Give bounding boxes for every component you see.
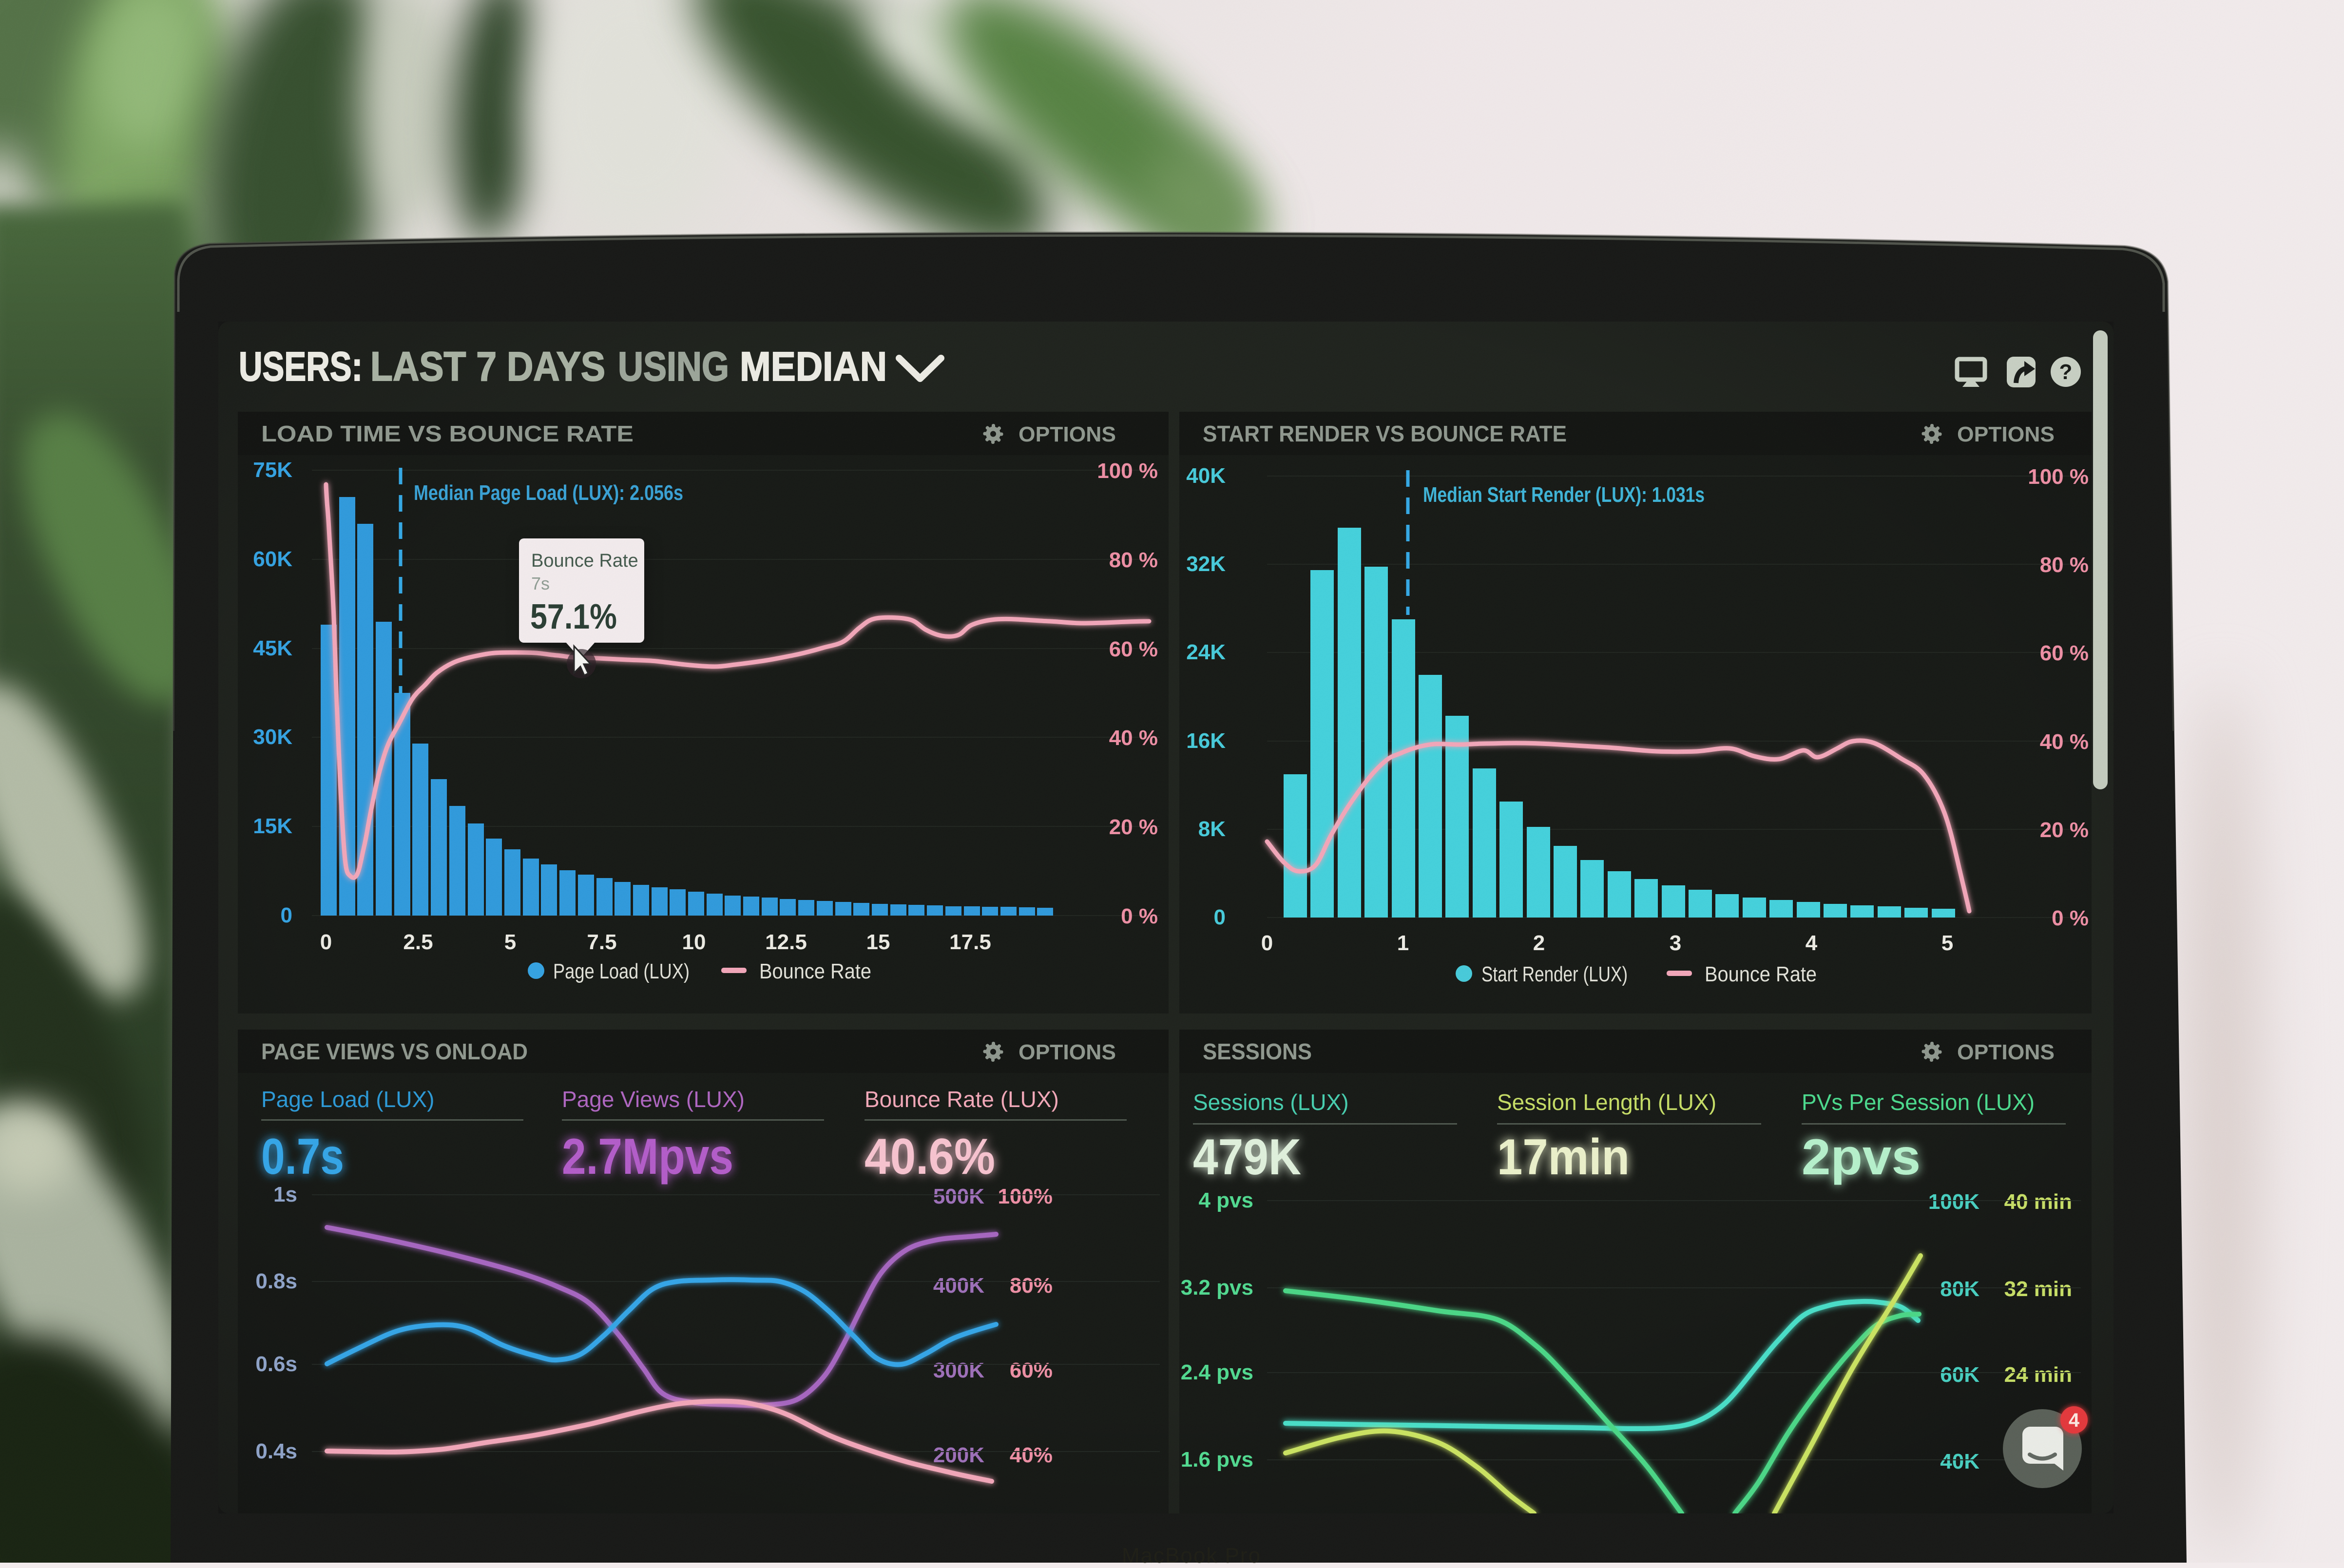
svg-text:1: 1 (1397, 931, 1409, 955)
svg-text:0.6s: 0.6s (255, 1352, 297, 1376)
svg-text:2.5: 2.5 (403, 930, 433, 954)
svg-text:400K: 400K (933, 1274, 984, 1298)
svg-text:Bounce Rate (LUX): Bounce Rate (LUX) (865, 1087, 1059, 1112)
svg-text:100%: 100% (998, 1185, 1053, 1208)
svg-text:Page Views (LUX): Page Views (LUX) (562, 1087, 745, 1112)
svg-text:30K: 30K (253, 725, 292, 749)
svg-text:40 min: 40 min (2004, 1190, 2072, 1214)
svg-text:OPTIONS: OPTIONS (1957, 422, 2055, 446)
svg-text:60 %: 60 % (2040, 641, 2089, 665)
svg-text:100 %: 100 % (1097, 459, 1158, 483)
svg-text:17.5: 17.5 (949, 930, 991, 954)
svg-text:Median Start Render (LUX): 1.0: Median Start Render (LUX): 1.031s (1423, 483, 1705, 507)
svg-text:USERS:: USERS: (239, 344, 363, 389)
svg-text:2pvs: 2pvs (1802, 1129, 1921, 1186)
svg-text:500K: 500K (933, 1185, 984, 1208)
svg-text:Session Length (LUX): Session Length (LUX) (1497, 1090, 1716, 1115)
svg-text:5: 5 (1941, 931, 1953, 955)
svg-text:0 %: 0 % (1121, 904, 1158, 928)
svg-text:1.6 pvs: 1.6 pvs (1181, 1448, 1253, 1472)
svg-text:3.2 pvs: 3.2 pvs (1181, 1276, 1253, 1300)
svg-text:0 %: 0 % (2052, 906, 2089, 930)
svg-text:60K: 60K (253, 547, 292, 571)
svg-text:8K: 8K (1198, 817, 1226, 841)
svg-text:2: 2 (1533, 931, 1545, 955)
svg-text:479K: 479K (1193, 1129, 1301, 1186)
svg-text:0.8s: 0.8s (255, 1269, 297, 1293)
svg-text:LOAD TIME VS BOUNCE RATE: LOAD TIME VS BOUNCE RATE (261, 421, 634, 446)
svg-text:32 min: 32 min (2004, 1277, 2072, 1301)
svg-text:Bounce Rate: Bounce Rate (1705, 962, 1817, 986)
svg-text:100K: 100K (1928, 1190, 1979, 1214)
svg-text:60%: 60% (1010, 1358, 1053, 1382)
svg-text:16K: 16K (1186, 729, 1226, 753)
svg-text:40K: 40K (1186, 464, 1226, 488)
svg-text:Page Load (LUX): Page Load (LUX) (553, 959, 690, 983)
svg-text:4 pvs: 4 pvs (1198, 1188, 1253, 1212)
svg-text:100 %: 100 % (2028, 465, 2089, 489)
svg-text:2.7Mpvs: 2.7Mpvs (562, 1128, 733, 1185)
svg-text:SESSIONS: SESSIONS (1203, 1039, 1312, 1064)
svg-text:OPTIONS: OPTIONS (1957, 1040, 2055, 1064)
svg-text:40 %: 40 % (2040, 730, 2089, 754)
svg-text:57.1%: 57.1% (530, 597, 617, 636)
svg-text:15: 15 (866, 930, 890, 954)
svg-text:OPTIONS: OPTIONS (1018, 422, 1116, 446)
svg-text:Sessions (LUX): Sessions (LUX) (1193, 1090, 1349, 1115)
svg-text:0: 0 (1214, 905, 1226, 929)
svg-text:45K: 45K (253, 636, 292, 660)
svg-text:60K: 60K (1940, 1363, 1979, 1387)
svg-text:MEDIAN: MEDIAN (740, 344, 887, 389)
svg-text:80K: 80K (1940, 1277, 1979, 1301)
svg-text:Page Load (LUX): Page Load (LUX) (261, 1087, 434, 1112)
svg-text:80 %: 80 % (2040, 553, 2089, 577)
svg-text:LAST 7 DAYS: LAST 7 DAYS (370, 344, 605, 389)
svg-text:40.6%: 40.6% (865, 1128, 995, 1185)
svg-text:Bounce Rate: Bounce Rate (759, 959, 871, 983)
svg-text:12.5: 12.5 (765, 930, 807, 954)
svg-text:32K: 32K (1186, 552, 1226, 576)
svg-text:Bounce Rate: Bounce Rate (531, 551, 638, 571)
svg-text:4: 4 (1806, 931, 1818, 955)
svg-text:5: 5 (504, 930, 516, 954)
svg-text:2.4 pvs: 2.4 pvs (1181, 1360, 1253, 1384)
svg-text:OPTIONS: OPTIONS (1018, 1040, 1116, 1064)
svg-text:PVs Per Session (LUX): PVs Per Session (LUX) (1802, 1090, 2035, 1115)
svg-text:80 %: 80 % (1109, 548, 1158, 572)
svg-text:Median Page Load (LUX): 2.056s: Median Page Load (LUX): 2.056s (414, 481, 683, 505)
svg-text:0: 0 (281, 903, 292, 927)
svg-text:40K: 40K (1940, 1450, 1979, 1473)
svg-text:20 %: 20 % (2040, 818, 2089, 842)
svg-text:USING: USING (618, 344, 729, 389)
svg-text:0.4s: 0.4s (255, 1439, 297, 1463)
svg-text:300K: 300K (933, 1358, 984, 1382)
svg-text:Start Render (LUX): Start Render (LUX) (1481, 962, 1628, 986)
svg-text:7.5: 7.5 (587, 930, 616, 954)
svg-text:17min: 17min (1497, 1129, 1630, 1186)
svg-text:200K: 200K (933, 1443, 984, 1467)
svg-text:24K: 24K (1186, 640, 1226, 664)
svg-text:24 min: 24 min (2004, 1363, 2072, 1387)
svg-text:20 %: 20 % (1109, 815, 1158, 839)
svg-text:PAGE VIEWS VS ONLOAD: PAGE VIEWS VS ONLOAD (261, 1039, 528, 1064)
svg-text:0: 0 (1261, 931, 1273, 955)
svg-text:75K: 75K (253, 458, 292, 482)
svg-text:0: 0 (320, 930, 332, 954)
svg-text:1s: 1s (273, 1183, 297, 1206)
svg-text:4: 4 (2069, 1410, 2080, 1431)
svg-text:60 %: 60 % (1109, 637, 1158, 661)
svg-text:0.7s: 0.7s (261, 1128, 344, 1185)
svg-text:3: 3 (1670, 931, 1681, 955)
svg-text:7s: 7s (531, 574, 550, 593)
svg-text:10: 10 (682, 930, 706, 954)
svg-text:?: ? (2059, 360, 2073, 384)
svg-text:40%: 40% (1010, 1443, 1053, 1467)
svg-text:15K: 15K (253, 814, 292, 838)
svg-text:80%: 80% (1010, 1274, 1053, 1298)
svg-text:START RENDER VS BOUNCE RATE: START RENDER VS BOUNCE RATE (1203, 421, 1567, 446)
svg-text:40 %: 40 % (1109, 726, 1158, 750)
